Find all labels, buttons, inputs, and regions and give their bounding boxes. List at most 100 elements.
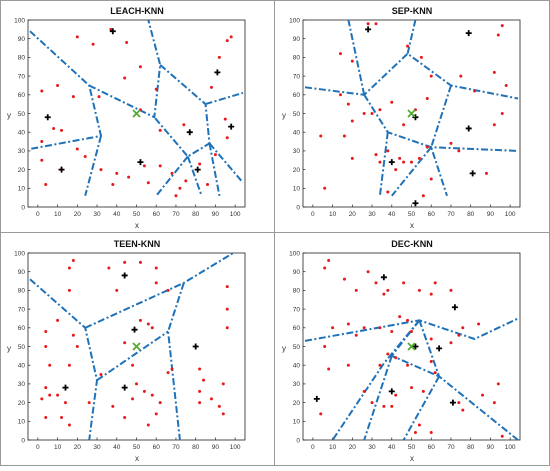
sensor-node (457, 333, 461, 337)
y-tick-label: 90 (18, 36, 26, 43)
cluster-boundary (418, 319, 519, 441)
sensor-node (142, 389, 146, 393)
sensor-node (382, 292, 386, 296)
chart-teen-knn: TEEN-KNN x y 0 10 20 30 40 50 60 70 80 90 100 0 10 20… (7, 239, 246, 463)
cluster-boundary (186, 156, 203, 197)
sensor-node (44, 416, 48, 420)
y-axis-label: y (282, 111, 286, 120)
y-tick-label: 30 (18, 148, 26, 155)
cluster-boundary (153, 64, 211, 158)
sensor-node (166, 371, 170, 375)
y-tick-label: 90 (18, 269, 26, 276)
y-tick-label: 70 (18, 306, 26, 313)
y-axis-label: y (7, 344, 11, 353)
sensor-node (56, 393, 60, 397)
cluster-head (194, 166, 201, 173)
sensor-node (67, 288, 71, 292)
x-tick-label: 100 (230, 211, 241, 218)
base-station (132, 342, 141, 351)
y-tick-label: 60 (18, 92, 26, 99)
sensor-node (154, 412, 158, 416)
sensor-node (402, 281, 406, 285)
sensor-node (346, 363, 350, 367)
cluster-boundary (304, 52, 519, 100)
base-station (132, 109, 141, 118)
y-tick-label: 80 (18, 288, 26, 295)
y-tick-label: 100 (14, 250, 25, 257)
sensor-node (75, 147, 79, 151)
sensor-node (170, 367, 174, 371)
cluster-boundary (88, 19, 162, 119)
sensor-node (429, 431, 433, 435)
cluster-head (380, 274, 387, 281)
x-tick-label: 100 (230, 444, 241, 451)
sensor-node (390, 330, 394, 334)
x-tick-label: 10 (329, 211, 337, 218)
y-tick-label: 80 (293, 288, 301, 295)
y-tick-label: 50 (293, 111, 301, 118)
vertical-divider (274, 0, 275, 466)
sensor-node (154, 87, 158, 91)
cluster-boundary (347, 19, 366, 96)
sensor-node (459, 74, 463, 78)
cluster-head (436, 345, 443, 352)
x-axis-label: x (135, 454, 139, 463)
sensor-node (71, 258, 75, 262)
sensor-node (217, 404, 221, 408)
cluster-head (449, 399, 456, 406)
x-tick-label: 50 (408, 211, 416, 218)
sensor-node (71, 95, 75, 99)
y-tick-label: 80 (293, 55, 301, 62)
sensor-node (48, 393, 52, 397)
sensor-node (394, 168, 398, 172)
cluster-boundary (167, 282, 185, 441)
y-tick-label: 40 (18, 363, 26, 370)
sensor-node (60, 128, 64, 132)
sensor-node (374, 153, 378, 157)
x-tick-label: 50 (133, 211, 141, 218)
y-tick-label: 10 (293, 186, 301, 193)
sensor-node (178, 186, 182, 190)
x-tick-label: 30 (93, 444, 101, 451)
cluster-head (58, 166, 65, 173)
x-tick-label: 30 (368, 211, 376, 218)
x-tick-label: 90 (487, 444, 495, 451)
sensor-node (429, 74, 433, 78)
sensor-node (127, 175, 131, 179)
sensor-node (111, 183, 115, 187)
cluster-head (465, 30, 472, 37)
cluster-head (121, 272, 128, 279)
x-tick-label: 60 (153, 211, 161, 218)
cluster-boundary (29, 278, 98, 441)
sensor-node (386, 288, 390, 292)
sensor-node (417, 288, 421, 292)
sensor-node (123, 341, 127, 345)
cluster-head (121, 384, 128, 391)
sensor-node (209, 85, 213, 89)
sensor-node (342, 277, 346, 281)
x-tick-label: 80 (467, 211, 475, 218)
y-tick-label: 0 (296, 437, 300, 444)
sensor-node (354, 333, 358, 337)
sensor-node (346, 102, 350, 106)
plot-area: 0 10 20 30 40 50 60 70 80 90 100 0 10 20 30 40 50 60 70 80 9… (289, 250, 521, 451)
sensor-node (386, 352, 390, 356)
sensor-node (342, 134, 346, 138)
cluster-boundary (84, 252, 234, 329)
y-tick-label: 50 (18, 344, 26, 351)
y-tick-label: 10 (18, 419, 26, 426)
cluster-head (388, 388, 395, 395)
sensor-node (150, 326, 154, 330)
sensor-node (500, 24, 504, 28)
x-tick-label: 70 (447, 444, 455, 451)
x-tick-label: 60 (428, 444, 436, 451)
sensor-node (123, 416, 127, 420)
sensor-node (174, 194, 178, 198)
x-tick-label: 40 (113, 444, 121, 451)
sensor-node (346, 322, 350, 326)
sensor-node (202, 378, 206, 382)
y-tick-label: 90 (293, 269, 301, 276)
y-tick-label: 30 (293, 148, 301, 155)
sensor-node (40, 397, 44, 401)
y-tick-label: 60 (18, 325, 26, 332)
